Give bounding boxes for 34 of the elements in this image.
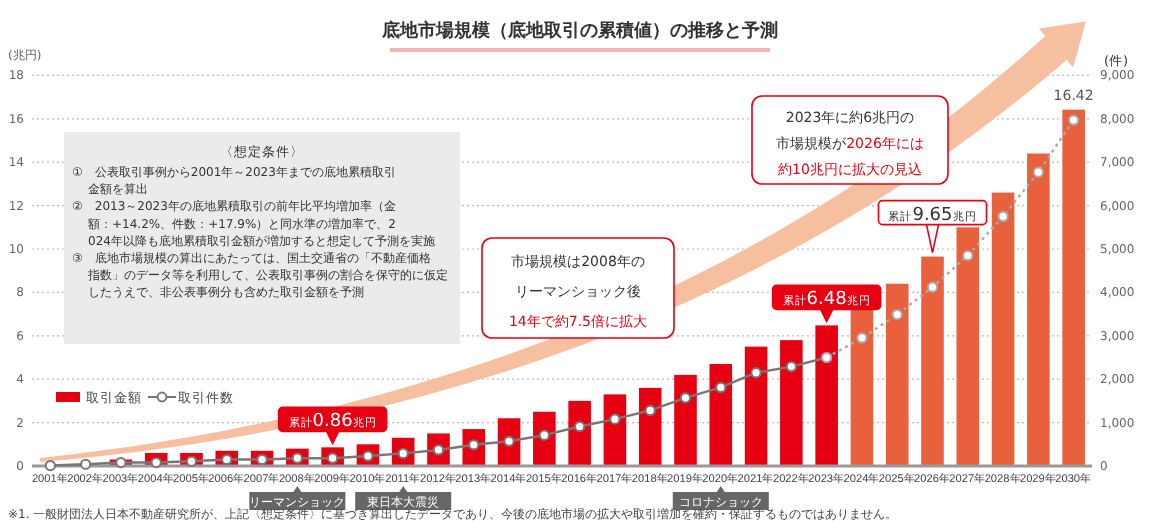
point xyxy=(150,456,162,469)
bar xyxy=(780,340,803,466)
bar xyxy=(709,364,733,466)
point xyxy=(750,367,762,379)
bar xyxy=(744,346,768,466)
point xyxy=(715,381,727,394)
point xyxy=(644,404,656,417)
point xyxy=(1032,166,1044,178)
point xyxy=(538,429,550,441)
point xyxy=(115,456,127,469)
point xyxy=(856,332,868,344)
point xyxy=(609,413,621,425)
point xyxy=(891,308,903,321)
bar xyxy=(956,227,980,466)
bar xyxy=(603,394,627,466)
bar xyxy=(674,374,697,466)
point xyxy=(185,455,198,467)
bar xyxy=(1027,153,1050,466)
bar xyxy=(638,387,662,466)
point xyxy=(1068,114,1080,126)
point xyxy=(962,249,974,262)
bar xyxy=(921,256,944,466)
point xyxy=(997,210,1009,223)
point xyxy=(679,392,692,404)
bar xyxy=(568,400,591,466)
bar xyxy=(885,283,909,466)
point xyxy=(80,458,92,470)
bar xyxy=(991,192,1015,466)
point xyxy=(574,420,586,433)
point xyxy=(44,459,56,472)
point xyxy=(785,361,797,373)
bar xyxy=(1062,109,1085,466)
chart-title: 底地市場規模（底地取引の累積値）の推移と予測 xyxy=(380,20,778,42)
point xyxy=(926,281,939,293)
